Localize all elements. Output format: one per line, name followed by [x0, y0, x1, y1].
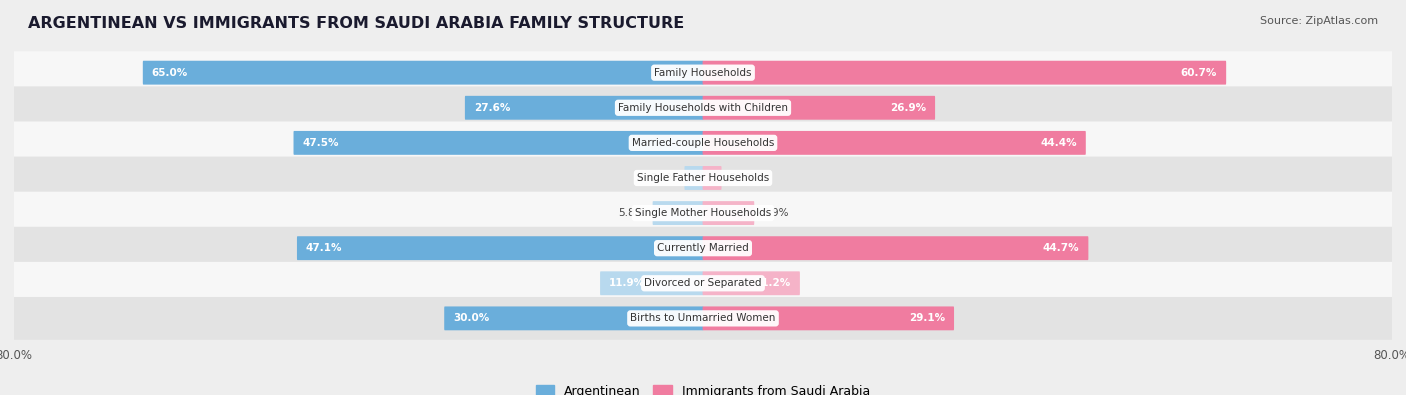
Text: Divorced or Separated: Divorced or Separated: [644, 278, 762, 288]
Text: 5.9%: 5.9%: [762, 208, 789, 218]
Text: Family Households with Children: Family Households with Children: [619, 103, 787, 113]
FancyBboxPatch shape: [600, 271, 703, 295]
FancyBboxPatch shape: [143, 61, 703, 85]
FancyBboxPatch shape: [8, 87, 1398, 129]
FancyBboxPatch shape: [8, 227, 1398, 269]
FancyBboxPatch shape: [8, 192, 1398, 235]
Text: 27.6%: 27.6%: [474, 103, 510, 113]
FancyBboxPatch shape: [8, 122, 1398, 164]
FancyBboxPatch shape: [465, 96, 703, 120]
Text: 29.1%: 29.1%: [908, 313, 945, 324]
Text: ARGENTINEAN VS IMMIGRANTS FROM SAUDI ARABIA FAMILY STRUCTURE: ARGENTINEAN VS IMMIGRANTS FROM SAUDI ARA…: [28, 16, 685, 31]
FancyBboxPatch shape: [652, 201, 703, 225]
FancyBboxPatch shape: [703, 201, 754, 225]
Text: Married-couple Households: Married-couple Households: [631, 138, 775, 148]
Text: 11.2%: 11.2%: [755, 278, 790, 288]
Text: 2.1%: 2.1%: [650, 173, 676, 183]
Text: 30.0%: 30.0%: [453, 313, 489, 324]
Text: 65.0%: 65.0%: [152, 68, 188, 78]
FancyBboxPatch shape: [703, 236, 1088, 260]
Text: 2.1%: 2.1%: [730, 173, 756, 183]
FancyBboxPatch shape: [703, 166, 721, 190]
FancyBboxPatch shape: [8, 156, 1398, 199]
Legend: Argentinean, Immigrants from Saudi Arabia: Argentinean, Immigrants from Saudi Arabi…: [530, 380, 876, 395]
FancyBboxPatch shape: [8, 262, 1398, 305]
Text: 5.8%: 5.8%: [619, 208, 644, 218]
Text: Single Mother Households: Single Mother Households: [636, 208, 770, 218]
FancyBboxPatch shape: [8, 297, 1398, 340]
FancyBboxPatch shape: [703, 131, 1085, 155]
Text: Source: ZipAtlas.com: Source: ZipAtlas.com: [1260, 16, 1378, 26]
Text: Currently Married: Currently Married: [657, 243, 749, 253]
Text: 47.5%: 47.5%: [302, 138, 339, 148]
Text: Births to Unmarried Women: Births to Unmarried Women: [630, 313, 776, 324]
Text: Single Father Households: Single Father Households: [637, 173, 769, 183]
FancyBboxPatch shape: [294, 131, 703, 155]
FancyBboxPatch shape: [703, 96, 935, 120]
Text: 26.9%: 26.9%: [890, 103, 927, 113]
Text: 11.9%: 11.9%: [609, 278, 645, 288]
Text: 44.7%: 44.7%: [1043, 243, 1080, 253]
Text: 60.7%: 60.7%: [1181, 68, 1218, 78]
FancyBboxPatch shape: [703, 271, 800, 295]
FancyBboxPatch shape: [703, 61, 1226, 85]
Text: 44.4%: 44.4%: [1040, 138, 1077, 148]
FancyBboxPatch shape: [703, 307, 955, 330]
Text: Family Households: Family Households: [654, 68, 752, 78]
FancyBboxPatch shape: [8, 51, 1398, 94]
Text: 47.1%: 47.1%: [307, 243, 343, 253]
FancyBboxPatch shape: [444, 307, 703, 330]
FancyBboxPatch shape: [685, 166, 703, 190]
FancyBboxPatch shape: [297, 236, 703, 260]
